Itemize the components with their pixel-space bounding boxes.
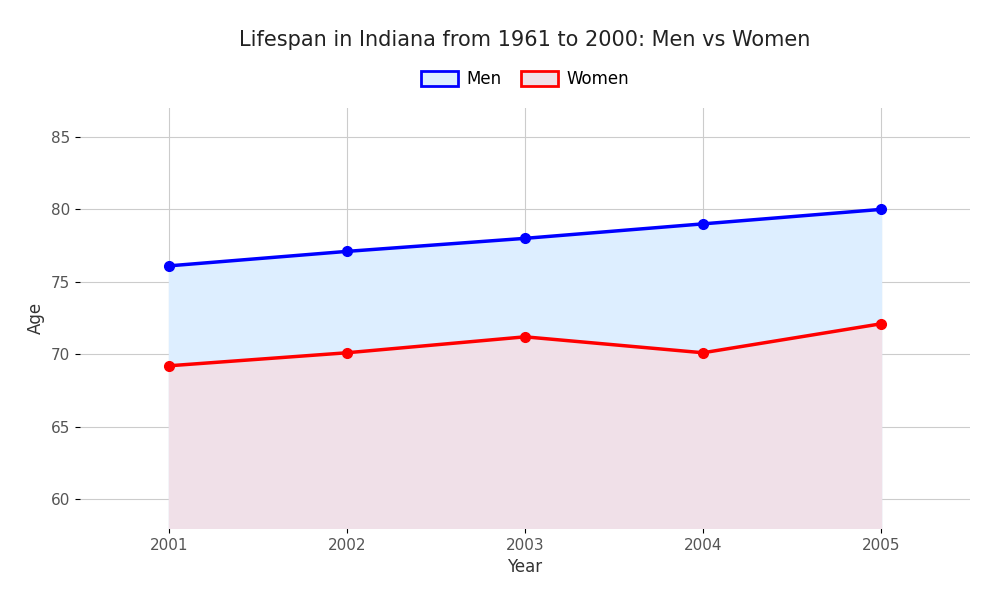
Title: Lifespan in Indiana from 1961 to 2000: Men vs Women: Lifespan in Indiana from 1961 to 2000: M…: [239, 29, 811, 49]
Y-axis label: Age: Age: [27, 302, 45, 334]
X-axis label: Year: Year: [507, 558, 543, 576]
Legend: Men, Women: Men, Women: [413, 62, 637, 97]
